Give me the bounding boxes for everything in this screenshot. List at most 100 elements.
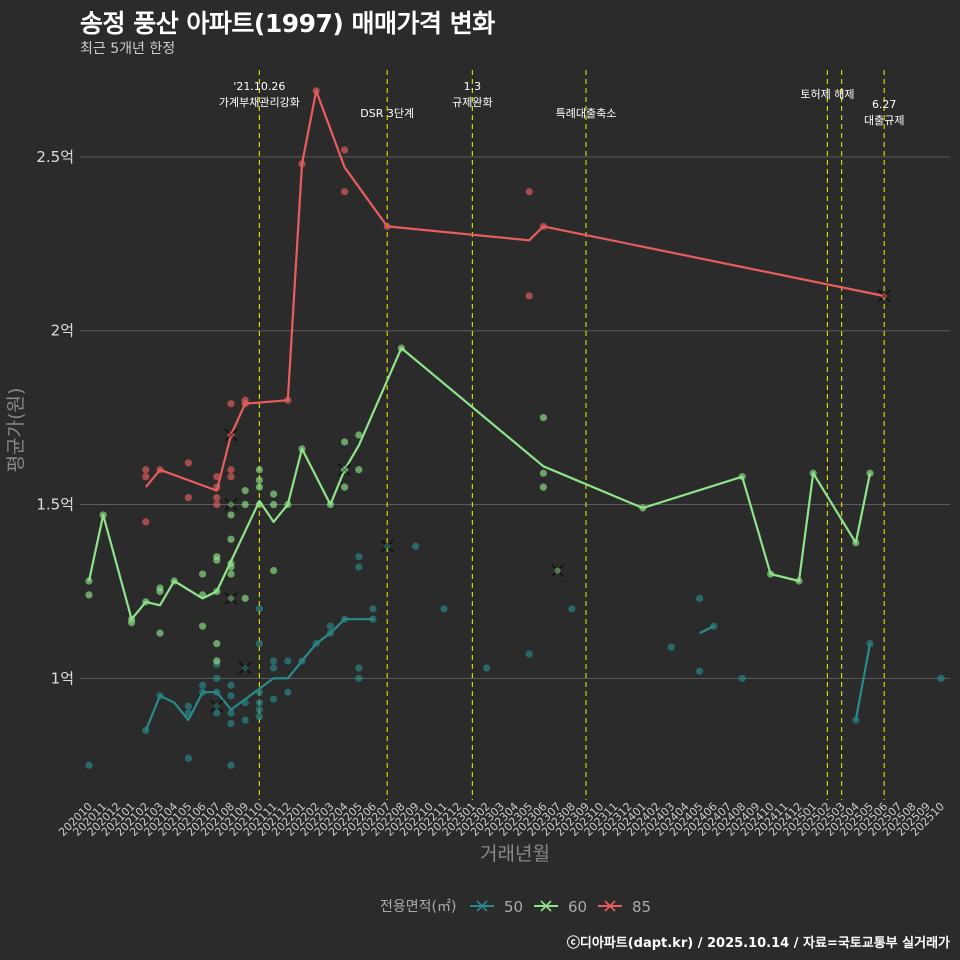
legend-cross-60 xyxy=(540,900,552,912)
cross-marker-60 xyxy=(224,591,238,605)
point-50 xyxy=(227,709,235,717)
point-50 xyxy=(369,605,377,613)
legend-title: 전용면적(㎡) xyxy=(380,899,456,915)
point-60 xyxy=(227,511,235,519)
y-axis-ticks: 1억 1.5억 2억 2.5억 xyxy=(36,148,74,687)
point-60 xyxy=(85,591,93,599)
point-60 xyxy=(270,500,278,509)
point-50 xyxy=(355,664,363,672)
legend-label-85: 85 xyxy=(632,898,651,916)
point-50 xyxy=(412,542,420,550)
point-50 xyxy=(199,681,207,689)
cross-marker-85 xyxy=(877,289,891,303)
point-60 xyxy=(241,500,249,509)
point-60 xyxy=(270,566,278,575)
point-85 xyxy=(227,400,235,408)
point-60 xyxy=(213,639,221,648)
cross-dot xyxy=(242,664,249,671)
point-50 xyxy=(568,605,576,613)
annotation-label: 특례대출축소 xyxy=(556,107,617,120)
cross-markers xyxy=(210,289,891,713)
point-60 xyxy=(341,483,349,491)
point-50 xyxy=(85,761,93,769)
cross-marker-50 xyxy=(238,661,252,675)
point-60 xyxy=(199,622,207,630)
cross-dot xyxy=(554,567,561,574)
cross-dot xyxy=(228,501,234,508)
point-50 xyxy=(696,594,704,602)
point-50 xyxy=(270,657,278,665)
point-85 xyxy=(213,493,221,502)
point-60 xyxy=(156,587,164,596)
cross-marker-60 xyxy=(224,497,238,512)
point-50 xyxy=(255,712,263,721)
cross-dot xyxy=(213,703,220,710)
series-line-50 xyxy=(144,618,373,731)
point-50 xyxy=(270,664,278,672)
point-60 xyxy=(227,570,235,578)
point-60 xyxy=(255,466,263,474)
source-caption: ⓒ디아파트(dapt.kr) / 2025.10.14 / 자료=국토교통부 실… xyxy=(566,936,950,951)
annotation-label: 대출규제 xyxy=(864,114,904,127)
cross-marker-50 xyxy=(210,699,224,713)
y-tick-label: 1.5억 xyxy=(36,496,74,514)
point-60 xyxy=(199,570,207,578)
point-50 xyxy=(213,674,221,682)
point-50 xyxy=(866,639,874,648)
point-50 xyxy=(355,674,363,682)
point-50 xyxy=(284,657,292,665)
point-50 xyxy=(355,563,363,571)
point-50 xyxy=(667,643,675,651)
point-60 xyxy=(156,629,164,637)
point-60 xyxy=(539,414,548,422)
cross-dot xyxy=(228,595,234,602)
policy-lines xyxy=(258,70,885,800)
chart-title: 송정 풍산 아파트(1997) 매매가격 변화 xyxy=(80,9,495,38)
point-50 xyxy=(440,605,448,613)
grid-layer xyxy=(80,156,950,679)
point-50 xyxy=(255,706,263,714)
point-85 xyxy=(213,500,221,509)
point-85 xyxy=(341,188,349,196)
x-axis-label: 거래년월 xyxy=(480,843,550,865)
annotation-label: 토허제 해제 xyxy=(800,87,854,101)
point-60 xyxy=(255,476,263,484)
point-60 xyxy=(539,469,548,477)
series-line-50 xyxy=(699,625,715,635)
point-50 xyxy=(227,692,235,700)
series-lines xyxy=(87,89,885,731)
cross-marker-85 xyxy=(224,428,238,442)
point-50 xyxy=(255,605,263,613)
point-50 xyxy=(326,622,334,630)
point-60 xyxy=(227,535,235,543)
point-60 xyxy=(241,487,249,495)
annotation-label: 규제완화 xyxy=(452,96,492,109)
legend-cross-85 xyxy=(604,900,616,912)
annotation-label: 6.27 xyxy=(872,98,897,111)
point-85 xyxy=(184,493,192,502)
cross-dot xyxy=(341,466,348,473)
point-85 xyxy=(227,473,235,481)
annotation-label: 가계부채관리강화 xyxy=(219,96,300,109)
point-50 xyxy=(255,699,263,707)
scatter-points xyxy=(85,87,945,769)
y-axis-label: 평균가(원) xyxy=(5,388,27,473)
point-85 xyxy=(184,459,192,467)
point-50 xyxy=(937,674,945,682)
point-60 xyxy=(341,438,349,446)
point-50 xyxy=(241,716,249,724)
cross-dot xyxy=(384,543,391,550)
point-50 xyxy=(227,719,235,728)
point-85 xyxy=(525,292,533,300)
point-50 xyxy=(227,681,235,689)
point-85 xyxy=(142,518,150,526)
cross-marker-60 xyxy=(551,564,565,578)
legend-label-50: 50 xyxy=(504,898,523,916)
annotation-label: '21.10.26 xyxy=(233,80,285,93)
point-50 xyxy=(227,761,235,769)
y-tick-label: 2.5억 xyxy=(36,148,74,166)
point-50 xyxy=(483,664,491,672)
y-tick-label: 1억 xyxy=(51,669,74,687)
point-60 xyxy=(213,556,221,564)
